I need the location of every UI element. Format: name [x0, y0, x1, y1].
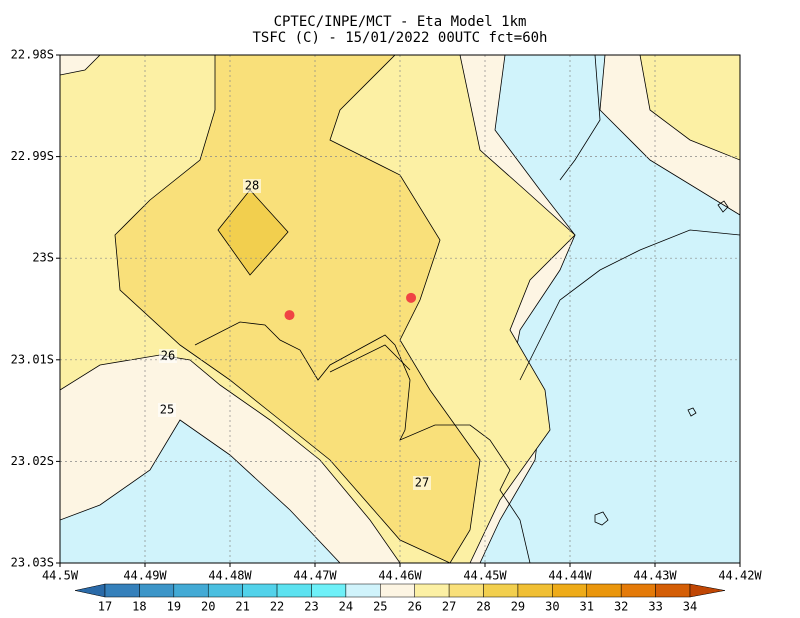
colorbar-swatch — [586, 583, 622, 598]
colorbar-swatch — [311, 583, 347, 598]
location-point — [284, 310, 295, 321]
contour-label: 27 — [415, 476, 429, 490]
x-tick-label: 44.5W — [42, 569, 79, 583]
contour-label-bg — [243, 179, 261, 193]
colorbar-swatch — [173, 583, 209, 598]
colorbar-label: 24 — [339, 600, 353, 614]
chart-subtitle: TSFC (C) - 15/01/2022 00UTC fct=60h — [252, 30, 547, 46]
colorbar-label: 32 — [614, 600, 628, 614]
y-tick-label: 23S — [32, 251, 54, 265]
y-tick-label: 23.01S — [11, 352, 54, 366]
colorbar-label: 33 — [648, 600, 662, 614]
colorbar-label: 20 — [201, 600, 215, 614]
plot-frame — [59, 54, 741, 564]
contour-band — [114, 55, 481, 563]
y-tick-label: 22.99S — [11, 149, 54, 163]
x-tick-label: 44.44W — [548, 569, 592, 583]
contour-label-bg — [158, 403, 176, 417]
coastline — [329, 344, 411, 373]
colorbar-swatch — [517, 583, 553, 598]
colorbar-label: 26 — [407, 600, 421, 614]
colorbar-label: 29 — [511, 600, 525, 614]
coastline — [519, 229, 740, 381]
contour-label: 26 — [161, 349, 175, 363]
y-tick-label: 23.03S — [11, 556, 54, 570]
x-tick-label: 44.47W — [293, 569, 337, 583]
contour-label-bg — [159, 349, 177, 363]
colorbar-label: 27 — [442, 600, 456, 614]
colorbar-swatch — [104, 583, 140, 598]
contour-band — [217, 189, 289, 276]
colorbar-label: 17 — [98, 600, 112, 614]
colorbar-swatch — [242, 583, 278, 598]
y-tick-label: 22.98S — [11, 48, 54, 62]
colorbar-swatch — [380, 583, 415, 598]
colorbar-extend-low — [74, 583, 106, 598]
coastline — [559, 55, 601, 181]
colorbar-label: 22 — [270, 600, 284, 614]
colorbar-swatch — [414, 583, 450, 598]
x-tick-label: 44.42W — [718, 569, 762, 583]
colorbar-label: 28 — [476, 600, 490, 614]
colorbar-label: 23 — [304, 600, 318, 614]
colorbar-swatch — [655, 583, 691, 598]
location-point — [406, 292, 417, 303]
colorbar-swatch — [207, 583, 243, 598]
colorbar-label: 31 — [580, 600, 594, 614]
colorbar-label: 34 — [683, 600, 697, 614]
contour-band — [639, 55, 740, 161]
colorbar-label: 30 — [545, 600, 559, 614]
colorbar-swatch — [139, 583, 175, 598]
colorbar-swatch — [276, 583, 312, 598]
x-tick-label: 44.46W — [378, 569, 422, 583]
colorbar-swatch — [483, 583, 519, 598]
colorbar-label: 18 — [132, 600, 146, 614]
colorbar-swatch — [552, 583, 588, 598]
contour-label-bg — [413, 476, 431, 490]
colorbar-label: 25 — [373, 600, 387, 614]
chart-title: CPTEC/INPE/MCT - Eta Model 1km — [274, 14, 527, 30]
x-tick-label: 44.43W — [633, 569, 677, 583]
overlay: 28 26 25 27 — [158, 55, 740, 563]
colorbar-swatch — [620, 583, 656, 598]
contour-label: 25 — [160, 403, 174, 417]
x-tick-label: 44.48W — [208, 569, 252, 583]
y-tick-label: 23.02S — [11, 454, 54, 468]
colorbar-swatch — [448, 583, 484, 598]
contour-label: 28 — [245, 179, 259, 193]
colorbar-label: 19 — [167, 600, 181, 614]
island — [594, 200, 729, 526]
colorbar-label: 21 — [235, 600, 249, 614]
colorbar: 17 18 19 20 21 22 23 24 25 26 27 28 29 30 31 32 33 34 — [74, 583, 726, 614]
colorbar-extend-high — [689, 583, 726, 598]
x-tick-label: 44.45W — [463, 569, 507, 583]
coastline — [194, 321, 531, 563]
x-tick-label: 44.49W — [123, 569, 167, 583]
contour-band — [60, 419, 341, 563]
colorbar-swatch — [345, 583, 381, 598]
